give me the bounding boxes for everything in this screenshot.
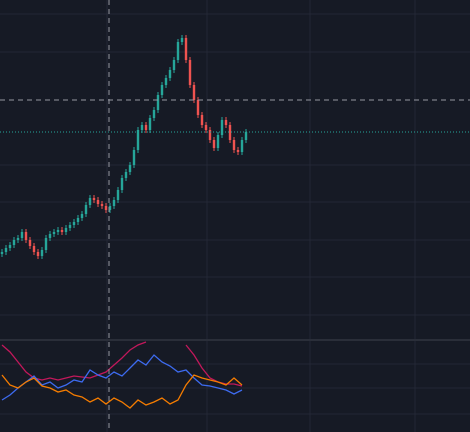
candle-body <box>52 232 56 234</box>
candle-body <box>108 206 112 210</box>
candle-body <box>60 230 64 232</box>
candle-body <box>72 222 76 225</box>
candle-body <box>96 200 100 204</box>
indicator-line <box>1 354 243 401</box>
candle-body <box>44 238 48 250</box>
candle-body <box>48 234 52 238</box>
candle-body <box>88 198 92 205</box>
candle-body <box>80 214 84 218</box>
candle-body <box>164 78 168 85</box>
candle-body <box>156 95 160 110</box>
candle-body <box>132 150 136 165</box>
candle-body <box>216 135 220 148</box>
indicator-line <box>1 374 243 409</box>
candle-body <box>36 252 40 256</box>
candle-body <box>232 140 236 150</box>
candle-body <box>128 165 132 172</box>
candle-body <box>8 245 12 248</box>
candle-body <box>176 42 180 60</box>
candle-body <box>236 150 240 152</box>
candle-body <box>64 228 68 232</box>
candle-body <box>172 60 176 70</box>
candle-body <box>220 120 224 135</box>
candle-body <box>116 190 120 200</box>
candle-body <box>204 125 208 130</box>
candle-body <box>196 100 200 115</box>
candle-body <box>68 225 72 228</box>
candle-body <box>160 85 164 95</box>
candle-body <box>168 70 172 78</box>
candle-body <box>0 252 4 254</box>
candle-body <box>40 250 44 256</box>
indicator-line <box>1 341 243 387</box>
candle-body <box>76 218 80 222</box>
candle-body <box>244 132 248 140</box>
candle-body <box>180 38 184 42</box>
candle-body <box>20 232 24 238</box>
candle-body <box>100 204 104 206</box>
candle-body <box>4 248 8 252</box>
candle-body <box>16 238 20 240</box>
candle-body <box>188 60 192 85</box>
candle-body <box>56 230 60 232</box>
candle-body <box>24 232 28 240</box>
candle-body <box>228 125 232 140</box>
candle-body <box>112 200 116 206</box>
candle-body <box>148 118 152 130</box>
candle-body <box>144 125 148 130</box>
candle-body <box>208 130 212 140</box>
candle-body <box>28 240 32 246</box>
candle-body <box>84 205 88 214</box>
candle-body <box>136 130 140 150</box>
candle-body <box>152 110 156 118</box>
candle-body <box>212 140 216 148</box>
candle-body <box>32 246 36 252</box>
candle-body <box>240 140 244 152</box>
candle-body <box>12 240 16 245</box>
candle-body <box>92 198 96 200</box>
candle-body <box>224 120 228 125</box>
candle-body <box>200 115 204 125</box>
candle-body <box>140 125 144 130</box>
candle-body <box>124 172 128 178</box>
candle-body <box>104 206 108 210</box>
marks <box>0 35 470 409</box>
candle-body <box>192 85 196 100</box>
candle-body <box>184 38 188 60</box>
candle-body <box>120 178 124 190</box>
